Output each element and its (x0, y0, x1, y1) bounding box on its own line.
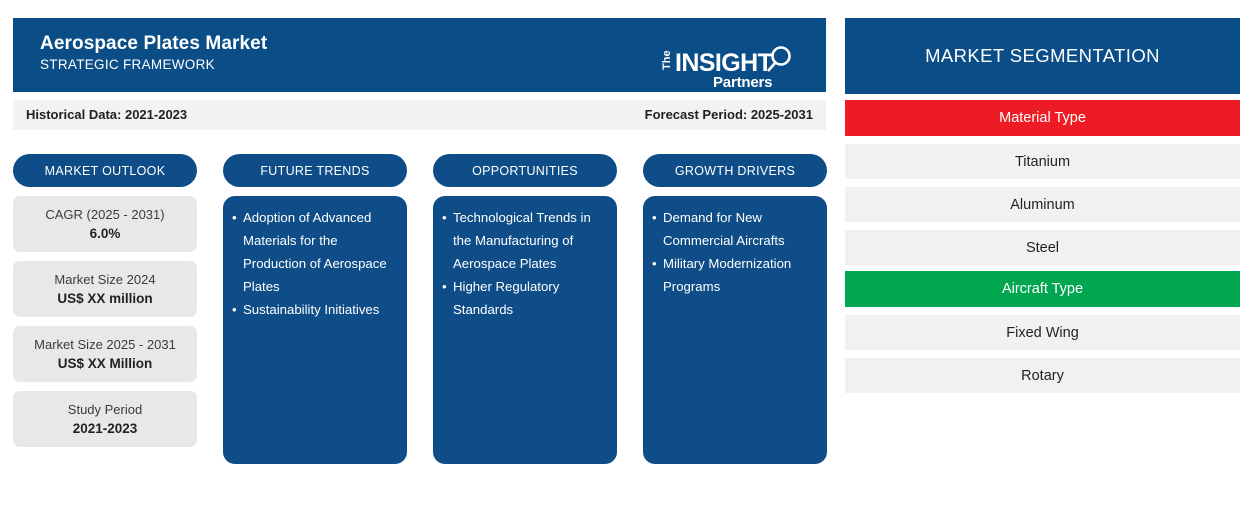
stat-box-study-period: Study Period 2021-2023 (13, 391, 197, 447)
list-item: Military Modernization Programs (652, 252, 817, 298)
segmentation-group-title[interactable]: Material Type (845, 100, 1240, 136)
stat-value: 2021-2023 (72, 420, 138, 436)
svg-text:Partners: Partners (713, 74, 772, 90)
bullet-card-future-trends: Adoption of Advanced Materials for the P… (223, 196, 407, 464)
pill-future-trends[interactable]: FUTURE TRENDS (223, 154, 407, 187)
list-item[interactable]: Titanium (845, 144, 1240, 179)
bullet-card-growth-drivers: Demand for New Commercial Aircrafts Mili… (643, 196, 827, 464)
stat-label: Market Size 2024 (54, 271, 156, 287)
list-item: Adoption of Advanced Materials for the P… (232, 206, 397, 298)
pill-opportunities[interactable]: OPPORTUNITIES (433, 154, 617, 187)
segmentation-group-material-type: Material Type Titanium Aluminum Steel (845, 100, 1240, 265)
stat-label: Market Size 2025 - 2031 (34, 336, 176, 352)
column-growth-drivers: GROWTH DRIVERS Demand for New Commercial… (643, 154, 827, 464)
list-item: Sustainability Initiatives (232, 298, 397, 321)
stat-box-cagr: CAGR (2025 - 2031) 6.0% (13, 196, 197, 252)
page-subtitle: STRATEGIC FRAMEWORK (40, 57, 215, 72)
period-strip: Historical Data: 2021-2023 Forecast Peri… (13, 100, 826, 130)
stat-box-market-size-2024: Market Size 2024 US$ XX million (13, 261, 197, 317)
column-market-outlook: MARKET OUTLOOK CAGR (2025 - 2031) 6.0% M… (13, 154, 197, 447)
pill-market-outlook[interactable]: MARKET OUTLOOK (13, 154, 197, 187)
bullet-list: Demand for New Commercial Aircrafts Mili… (652, 206, 817, 298)
svg-text:INSIGHT: INSIGHT (675, 49, 773, 77)
list-item: Technological Trends in the Manufacturin… (442, 206, 607, 275)
bullet-list: Adoption of Advanced Materials for the P… (232, 206, 397, 321)
segmentation-group-title[interactable]: Aircraft Type (845, 271, 1240, 307)
page-title: Aerospace Plates Market (40, 33, 268, 54)
segmentation-group-aircraft-type: Aircraft Type Fixed Wing Rotary (845, 271, 1240, 393)
stat-value: US$ XX Million (57, 355, 153, 371)
stat-value: 6.0% (89, 225, 121, 241)
forecast-period-label: Forecast Period: 2025-2031 (644, 107, 813, 122)
list-item[interactable]: Steel (845, 230, 1240, 265)
list-item[interactable]: Rotary (845, 358, 1240, 393)
column-future-trends: FUTURE TRENDS Adoption of Advanced Mater… (223, 154, 407, 464)
list-item[interactable]: Fixed Wing (845, 315, 1240, 350)
list-item: Demand for New Commercial Aircrafts (652, 206, 817, 252)
column-opportunities: OPPORTUNITIES Technological Trends in th… (433, 154, 617, 464)
list-item: Higher Regulatory Standards (442, 275, 607, 321)
title-bar: Aerospace Plates Market STRATEGIC FRAMEW… (13, 18, 826, 92)
list-item[interactable]: Aluminum (845, 187, 1240, 222)
strategic-framework-panel: Aerospace Plates Market STRATEGIC FRAMEW… (13, 18, 827, 464)
stat-label: CAGR (2025 - 2031) (45, 206, 165, 222)
framework-columns: MARKET OUTLOOK CAGR (2025 - 2031) 6.0% M… (13, 154, 827, 464)
stat-box-market-size-forecast: Market Size 2025 - 2031 US$ XX Million (13, 326, 197, 382)
title-text-group: Aerospace Plates Market STRATEGIC FRAMEW… (40, 32, 267, 74)
pill-growth-drivers[interactable]: GROWTH DRIVERS (643, 154, 827, 187)
segmentation-header: MARKET SEGMENTATION (845, 18, 1240, 94)
stat-value: US$ XX million (57, 290, 153, 306)
historical-data-label: Historical Data: 2021-2023 (26, 107, 188, 122)
bullet-list: Technological Trends in the Manufacturin… (442, 206, 607, 321)
bullet-card-opportunities: Technological Trends in the Manufacturin… (433, 196, 617, 464)
market-segmentation-panel: MARKET SEGMENTATION Material Type Titani… (845, 18, 1240, 393)
svg-text:The: The (661, 50, 673, 70)
insight-partners-logo[interactable]: The INSIGHT Partners (661, 44, 799, 90)
stat-label: Study Period (67, 401, 143, 417)
